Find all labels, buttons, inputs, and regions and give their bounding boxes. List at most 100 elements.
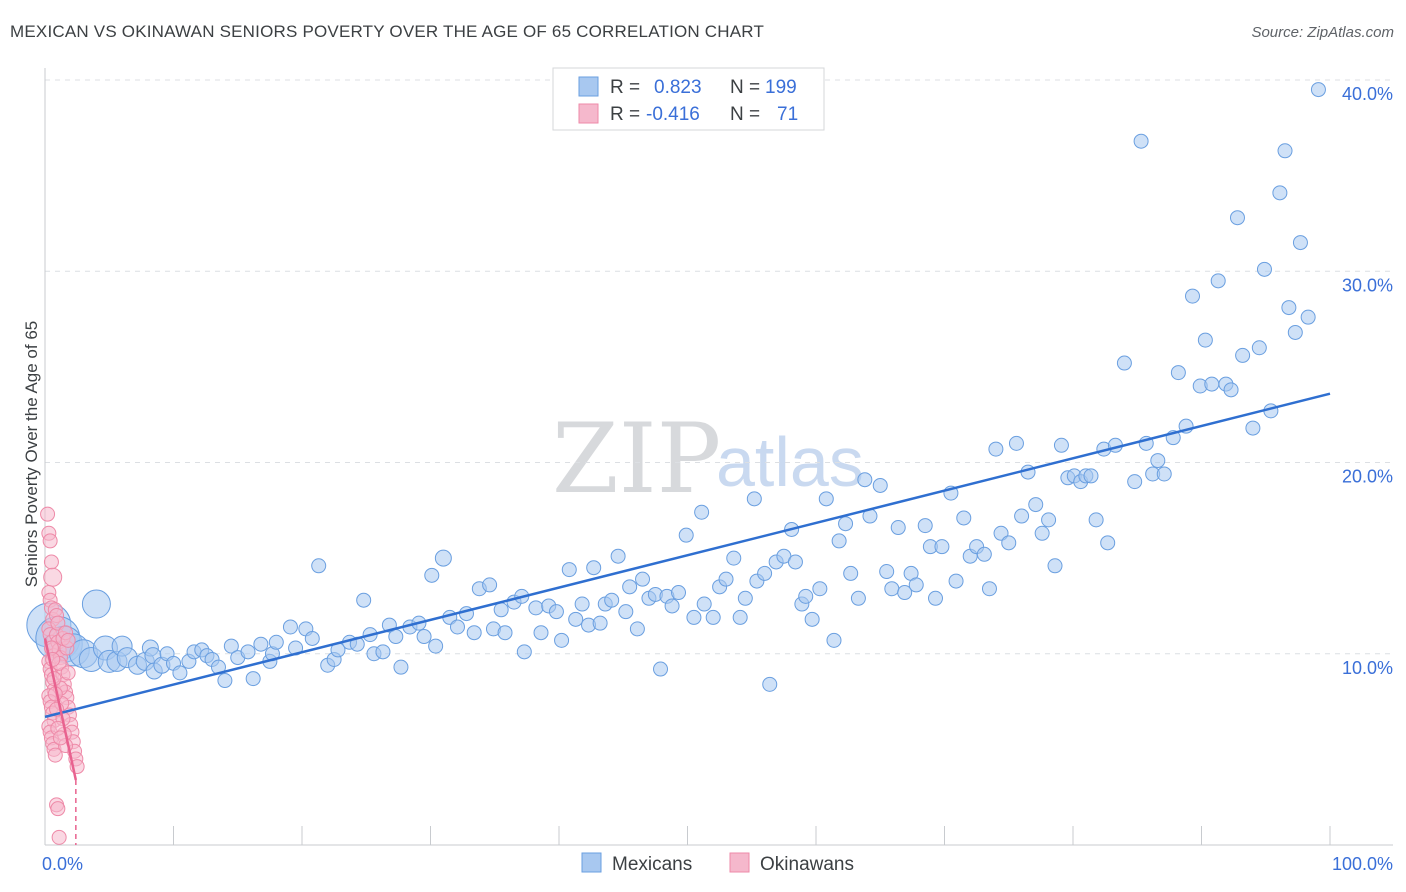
- mexicans-point: [879, 564, 895, 580]
- mexicans-point: [686, 609, 702, 625]
- x-tick-label: 100.0%: [1332, 854, 1393, 874]
- mexicans-point: [1300, 309, 1316, 325]
- mexicans-point: [424, 567, 440, 583]
- okinawans-point: [60, 632, 76, 648]
- mexicans-point: [568, 611, 584, 627]
- mexicans-point: [1204, 376, 1220, 392]
- mexicans-point: [653, 661, 669, 677]
- mexicans-point: [554, 632, 570, 648]
- mexicans-point: [872, 477, 888, 493]
- mexicans-point: [528, 600, 544, 616]
- y-axis-label: Seniors Poverty Over the Age of 65: [22, 321, 41, 587]
- legend-r-label: R =: [610, 77, 640, 98]
- okinawans-point: [40, 506, 56, 522]
- mexicans-point: [610, 548, 626, 564]
- mexicans-point: [890, 520, 906, 536]
- okinawans-point: [42, 533, 58, 549]
- legend-swatch-mexicans: [578, 76, 599, 97]
- y-tick-label: 10.0%: [1342, 658, 1393, 678]
- legend-r-value-okinawans: -0.416: [646, 104, 700, 125]
- mexicans-point: [934, 539, 950, 555]
- mexicans-point: [884, 581, 900, 597]
- legend-r-label-2: R =: [610, 104, 640, 125]
- bottom-legend: Mexicans Okinawans: [581, 852, 854, 875]
- mexicans-point: [726, 550, 742, 566]
- mexicans-point: [172, 665, 188, 681]
- mexicans-point: [533, 625, 549, 641]
- legend-n-label-2: N =: [730, 104, 760, 125]
- mexicans-point: [917, 518, 933, 534]
- legend-r-value-mexicans: 0.823: [654, 77, 702, 98]
- mexicans-point: [988, 441, 1004, 457]
- mexicans-point: [1083, 468, 1099, 484]
- mexicans-point: [245, 671, 261, 687]
- mexicans-point: [561, 562, 577, 578]
- mexicans-point: [268, 634, 284, 650]
- mexicans-point: [1014, 508, 1030, 524]
- mexicans-point: [574, 596, 590, 612]
- mexicans-point: [1170, 365, 1186, 381]
- mexicans-point: [1034, 525, 1050, 541]
- okinawans-point: [60, 665, 76, 681]
- okinawans-point: [47, 747, 63, 763]
- mexicans-point: [240, 644, 256, 660]
- axes: [44, 68, 1393, 846]
- mexicans-point: [1281, 300, 1297, 316]
- mexicans-point: [1235, 347, 1251, 363]
- mexicans-point: [466, 625, 482, 641]
- mexicans-point: [1008, 435, 1024, 451]
- mexicans-point: [718, 571, 734, 587]
- y-tick-label: 20.0%: [1342, 467, 1393, 487]
- mexicans-point: [678, 527, 694, 543]
- mexicans-point: [928, 590, 944, 606]
- legend-n-label: N =: [730, 77, 760, 98]
- mexicans-point: [428, 638, 444, 654]
- okinawans-trend-line: [43, 638, 78, 781]
- y-tick-labels: 10.0% 20.0% 30.0% 40.0%: [1342, 84, 1393, 678]
- legend-n-value-mexicans: 199: [765, 77, 797, 98]
- mexicans-point: [493, 602, 509, 618]
- y-tick-label: 40.0%: [1342, 84, 1393, 104]
- y-tick-label: 30.0%: [1342, 275, 1393, 295]
- mexicans-point: [592, 615, 608, 631]
- mexicans-point: [1210, 273, 1226, 289]
- mexicans-point: [635, 571, 651, 587]
- mexicans-point: [449, 619, 465, 635]
- mexicans-point: [976, 546, 992, 562]
- mexicans-point: [818, 491, 834, 507]
- mexicans-point: [787, 554, 803, 570]
- chart-title: MEXICAN VS OKINAWAN SENIORS POVERTY OVER…: [10, 22, 765, 41]
- mexicans-point: [622, 579, 638, 595]
- bottom-legend-swatch-okinawans: [729, 852, 750, 873]
- mexicans-point: [416, 629, 432, 645]
- mexicans-point: [1229, 210, 1245, 226]
- mexicans-point: [586, 560, 602, 576]
- mexicans-point: [696, 596, 712, 612]
- mexicans-point: [1277, 143, 1293, 159]
- bottom-legend-okinawans: Okinawans: [760, 854, 854, 875]
- mexicans-point: [826, 632, 842, 648]
- mexicans-point: [850, 590, 866, 606]
- okinawans-point: [43, 554, 59, 570]
- mexicans-point: [356, 592, 372, 608]
- mexicans-point: [757, 565, 773, 581]
- mexicans-points: [26, 82, 1326, 692]
- mexicans-point: [1251, 340, 1267, 356]
- okinawans-points: [40, 506, 85, 845]
- mexicans-point: [282, 619, 298, 635]
- legend: R = 0.823 N = 199 R = -0.416 N = 71: [552, 67, 825, 131]
- mexicans-point: [375, 644, 391, 660]
- mexicans-point: [1116, 355, 1132, 371]
- mexicans-point: [1001, 535, 1017, 551]
- mexicans-point: [1197, 332, 1213, 348]
- mexicans-point: [1127, 474, 1143, 490]
- mexicans-point: [1292, 235, 1308, 251]
- mexicans-point: [812, 581, 828, 597]
- mexicans-point: [1133, 133, 1149, 149]
- mexicans-point: [798, 588, 814, 604]
- mexicans-point: [1272, 185, 1288, 201]
- mexicans-trend-line: [44, 392, 1331, 719]
- mexicans-point: [1100, 535, 1116, 551]
- mexicans-point: [1047, 558, 1063, 574]
